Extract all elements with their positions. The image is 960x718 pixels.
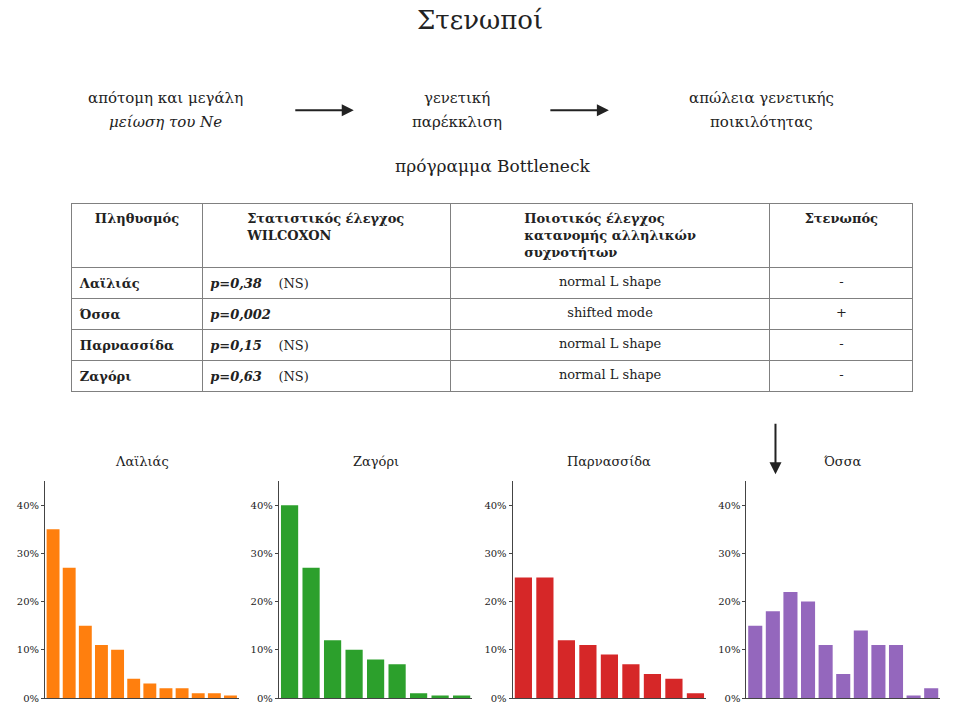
svg-text:40%: 40% [251, 500, 273, 511]
svg-text:Παρνασσίδα: Παρνασσίδα [567, 454, 651, 469]
svg-text:πρόγραμμα Bottleneck: πρόγραμμα Bottleneck [395, 156, 590, 176]
svg-text:0%: 0% [491, 693, 507, 704]
svg-text:20%: 20% [484, 596, 506, 607]
svg-text:Ποιοτικός έλεγχοςκατανομής αλλ: Ποιοτικός έλεγχοςκατανομής αλληλικώνσυχν… [524, 211, 696, 260]
svg-text:-: - [839, 274, 843, 289]
svg-text:Στατιστικός έλεγχοςWILCOXON: Στατιστικός έλεγχοςWILCOXON [246, 211, 404, 243]
svg-text:20%: 20% [718, 596, 740, 607]
svg-text:Ζαγόρι: Ζαγόρι [353, 454, 399, 469]
svg-text:μείωση του Ne: μείωση του Ne [109, 113, 222, 131]
svg-text:30%: 30% [17, 548, 39, 559]
svg-text:10%: 10% [251, 644, 273, 655]
svg-text:Λαϊλιάς: Λαϊλιάς [115, 454, 169, 469]
svg-text:Όσσα: Όσσα [824, 454, 862, 469]
svg-text:p=0,15 (NS): p=0,15 (NS) [210, 338, 309, 353]
svg-text:0%: 0% [23, 693, 39, 704]
svg-text:20%: 20% [251, 596, 273, 607]
svg-text:normal L shape: normal L shape [559, 274, 662, 289]
svg-text:γενετική: γενετική [424, 89, 490, 107]
svg-text:Λαϊλιάς: Λαϊλιάς [79, 276, 140, 291]
svg-text:20%: 20% [17, 596, 39, 607]
svg-text:-: - [839, 367, 843, 382]
svg-text:Ζαγόρι: Ζαγόρι [80, 369, 132, 384]
svg-text:-: - [839, 336, 843, 351]
svg-text:Παρνασσίδα: Παρνασσίδα [80, 338, 174, 353]
svg-text:p=0,63 (NS): p=0,63 (NS) [210, 369, 309, 384]
svg-text:40%: 40% [484, 500, 506, 511]
svg-text:normal L shape: normal L shape [559, 367, 662, 382]
svg-text:normal L shape: normal L shape [559, 336, 662, 351]
svg-text:ποικιλότητας: ποικιλότητας [710, 113, 813, 131]
svg-text:10%: 10% [718, 644, 740, 655]
svg-text:40%: 40% [17, 500, 39, 511]
svg-text:30%: 30% [251, 548, 273, 559]
svg-text:p=0,38 (NS): p=0,38 (NS) [210, 276, 309, 291]
svg-text:Πληθυσμός: Πληθυσμός [95, 211, 179, 226]
svg-text:30%: 30% [484, 548, 506, 559]
svg-text:0%: 0% [257, 693, 273, 704]
svg-text:+: + [836, 305, 847, 320]
svg-text:0%: 0% [725, 693, 741, 704]
svg-text:10%: 10% [17, 644, 39, 655]
svg-text:απότομη και μεγάλη: απότομη και μεγάλη [88, 89, 243, 107]
svg-text:Στενωποί: Στενωποί [417, 5, 543, 35]
svg-text:Στενωπός: Στενωπός [805, 211, 878, 226]
svg-text:Όσσα: Όσσα [79, 307, 121, 322]
svg-text:παρέκκλιση: παρέκκλιση [412, 113, 502, 131]
svg-text:30%: 30% [718, 548, 740, 559]
svg-text:40%: 40% [718, 500, 740, 511]
svg-text:10%: 10% [484, 644, 506, 655]
svg-text:p=0,002: p=0,002 [210, 307, 271, 322]
svg-text:απώλεια γενετικής: απώλεια γενετικής [689, 89, 834, 107]
svg-text:shifted mode: shifted mode [567, 305, 653, 320]
